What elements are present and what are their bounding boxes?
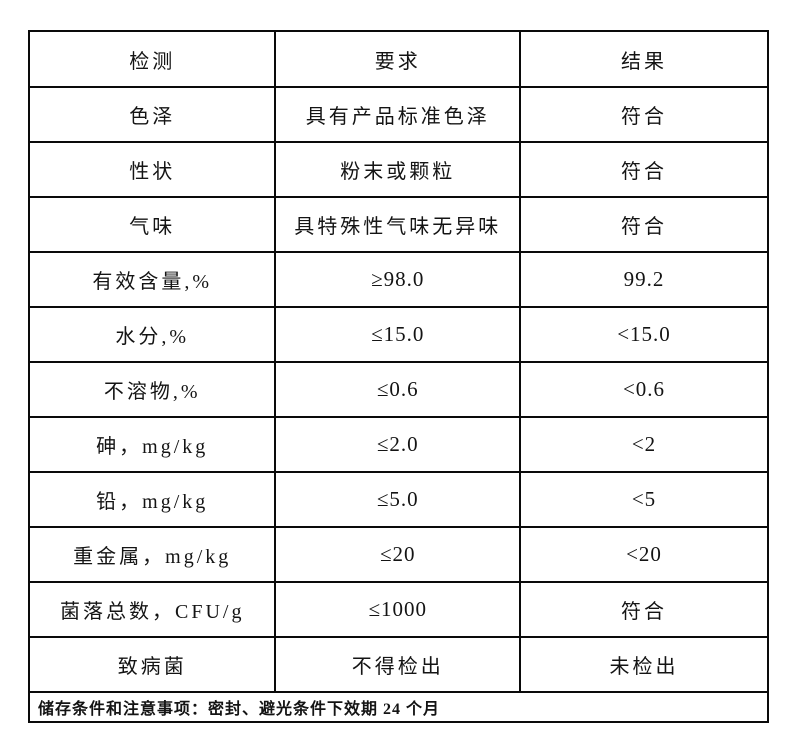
header-requirement: 要求 xyxy=(274,30,522,88)
table-row-total-plate-count: 菌落总数，CFU/g ≤1000 符合 xyxy=(27,581,769,638)
storage-note: 储存条件和注意事项：密封、避光条件下效期 24 个月 xyxy=(28,691,769,723)
cell-result: <5 xyxy=(519,471,769,528)
table-row-arsenic: 砷，mg/kg ≤2.0 <2 xyxy=(27,416,769,473)
table-header-row: 检测 要求 结果 xyxy=(27,30,769,88)
cell-item: 色泽 xyxy=(27,86,277,143)
cell-requirement: 粉末或颗粒 xyxy=(274,141,522,198)
cell-result: 符合 xyxy=(519,196,769,253)
cell-requirement: 具特殊性气味无异味 xyxy=(274,196,522,253)
table-row-heavy-metals: 重金属，mg/kg ≤20 <20 xyxy=(27,526,769,583)
cell-result: 符合 xyxy=(519,86,769,143)
cell-result: <0.6 xyxy=(519,361,769,418)
cell-requirement: 不得检出 xyxy=(274,636,522,693)
table-row-color: 色泽 具有产品标准色泽 符合 xyxy=(27,86,769,143)
cell-requirement: ≤5.0 xyxy=(274,471,522,528)
table-row-active-content: 有效含量,% ≥98.0 99.2 xyxy=(27,251,769,308)
cell-requirement: ≤15.0 xyxy=(274,306,522,363)
cell-result: 符合 xyxy=(519,141,769,198)
table-row-odor: 气味 具特殊性气味无异味 符合 xyxy=(27,196,769,253)
cell-result: <15.0 xyxy=(519,306,769,363)
table-row-pathogens: 致病菌 不得检出 未检出 xyxy=(27,636,769,693)
cell-item: 不溶物,% xyxy=(27,361,277,418)
table-row-lead: 铅，mg/kg ≤5.0 <5 xyxy=(27,471,769,528)
header-result: 结果 xyxy=(519,30,769,88)
cell-result: 99.2 xyxy=(519,251,769,308)
cell-result: <2 xyxy=(519,416,769,473)
cell-result: <20 xyxy=(519,526,769,583)
cell-item: 菌落总数，CFU/g xyxy=(27,581,277,638)
cell-item: 砷，mg/kg xyxy=(27,416,277,473)
cell-result: 未检出 xyxy=(519,636,769,693)
cell-requirement: ≤0.6 xyxy=(274,361,522,418)
table-row-form: 性状 粉末或颗粒 符合 xyxy=(27,141,769,198)
cell-item: 性状 xyxy=(27,141,277,198)
cell-result: 符合 xyxy=(519,581,769,638)
cell-item: 气味 xyxy=(27,196,277,253)
header-test: 检测 xyxy=(27,30,277,88)
cell-requirement: ≤2.0 xyxy=(274,416,522,473)
cell-requirement: 具有产品标准色泽 xyxy=(274,86,522,143)
cell-requirement: ≤1000 xyxy=(274,581,522,638)
table-row-moisture: 水分,% ≤15.0 <15.0 xyxy=(27,306,769,363)
cell-item: 有效含量,% xyxy=(27,251,277,308)
cell-requirement: ≤20 xyxy=(274,526,522,583)
cell-item: 铅，mg/kg xyxy=(27,471,277,528)
cell-item: 重金属，mg/kg xyxy=(27,526,277,583)
storage-note-row: 储存条件和注意事项：密封、避光条件下效期 24 个月 xyxy=(28,691,769,723)
inspection-spec-table: 检测 要求 结果 色泽 具有产品标准色泽 符合 性状 粉末或颗粒 符合 气味 具… xyxy=(27,30,769,723)
cell-item: 致病菌 xyxy=(27,636,277,693)
cell-item: 水分,% xyxy=(27,306,277,363)
cell-requirement: ≥98.0 xyxy=(274,251,522,308)
table-row-insoluble: 不溶物,% ≤0.6 <0.6 xyxy=(27,361,769,418)
